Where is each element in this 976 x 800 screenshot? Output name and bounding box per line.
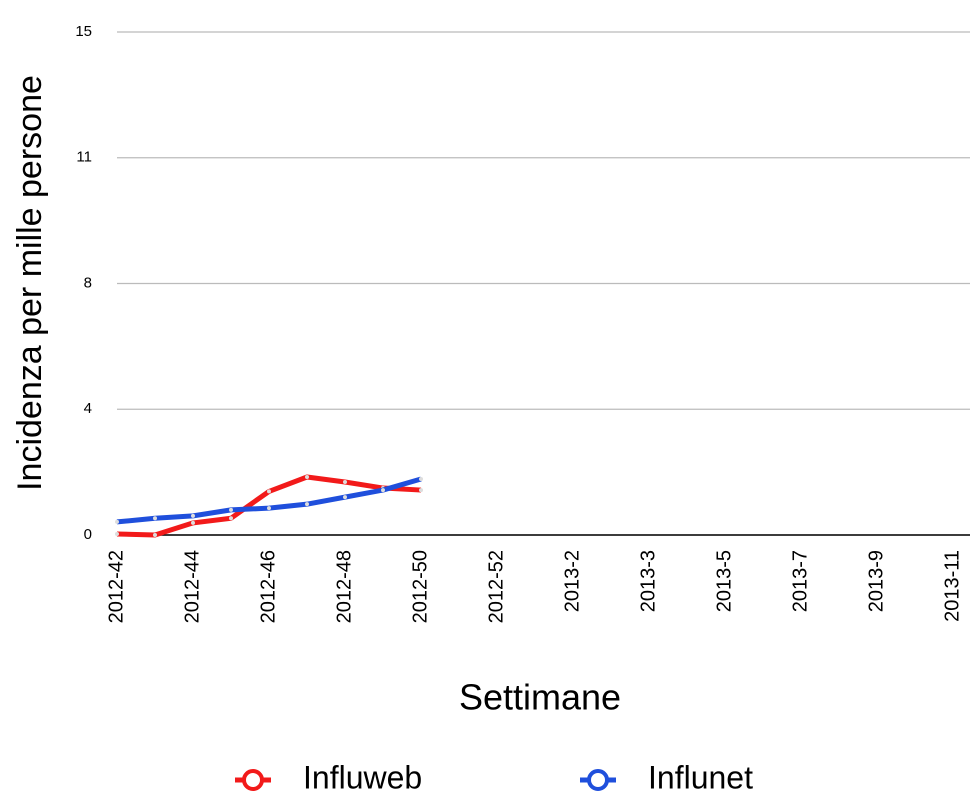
- x-tick-label: 2013-2: [561, 550, 583, 612]
- x-tick-label: 2013-5: [713, 550, 735, 612]
- data-point: [153, 516, 157, 521]
- data-point: [115, 531, 119, 536]
- data-point: [419, 488, 423, 493]
- data-point: [343, 480, 347, 485]
- x-tick-label: 2012-44: [181, 550, 203, 623]
- x-tick-label: 2013-11: [941, 550, 963, 622]
- x-tick-label: 2013-7: [789, 550, 811, 612]
- legend-marker: [587, 769, 609, 791]
- data-point: [229, 516, 233, 521]
- data-point: [267, 489, 271, 494]
- data-point: [229, 507, 233, 512]
- data-point: [381, 488, 385, 493]
- x-axis-title: Settimane: [459, 677, 621, 718]
- x-tick-label: 2012-50: [409, 550, 431, 623]
- data-point: [267, 506, 271, 511]
- legend-marker: [242, 769, 264, 791]
- data-point: [191, 513, 195, 518]
- y-tick-label: 8: [84, 274, 92, 291]
- data-point: [419, 476, 423, 481]
- y-tick-label: 4: [84, 400, 92, 417]
- data-point: [343, 495, 347, 500]
- x-tick-label: 2012-46: [257, 550, 279, 623]
- data-point: [153, 533, 157, 537]
- y-tick-label: 0: [84, 526, 92, 543]
- x-tick-label: 2012-48: [333, 550, 355, 623]
- x-tick-label: 2013-9: [865, 550, 887, 612]
- legend-label: Influnet: [648, 759, 753, 795]
- data-point: [305, 474, 309, 479]
- y-axis-title: Incidenza per mille persone: [11, 75, 49, 491]
- x-tick-label: 2012-52: [485, 550, 507, 623]
- data-point: [305, 502, 309, 507]
- y-tick-label: 11: [76, 149, 92, 166]
- legend-label: Influweb: [303, 759, 422, 795]
- y-tick-label: 15: [75, 23, 92, 40]
- data-point: [191, 520, 195, 525]
- x-tick-label: 2012-42: [105, 550, 127, 623]
- data-point: [115, 519, 119, 524]
- x-tick-label: 2013-3: [637, 550, 659, 612]
